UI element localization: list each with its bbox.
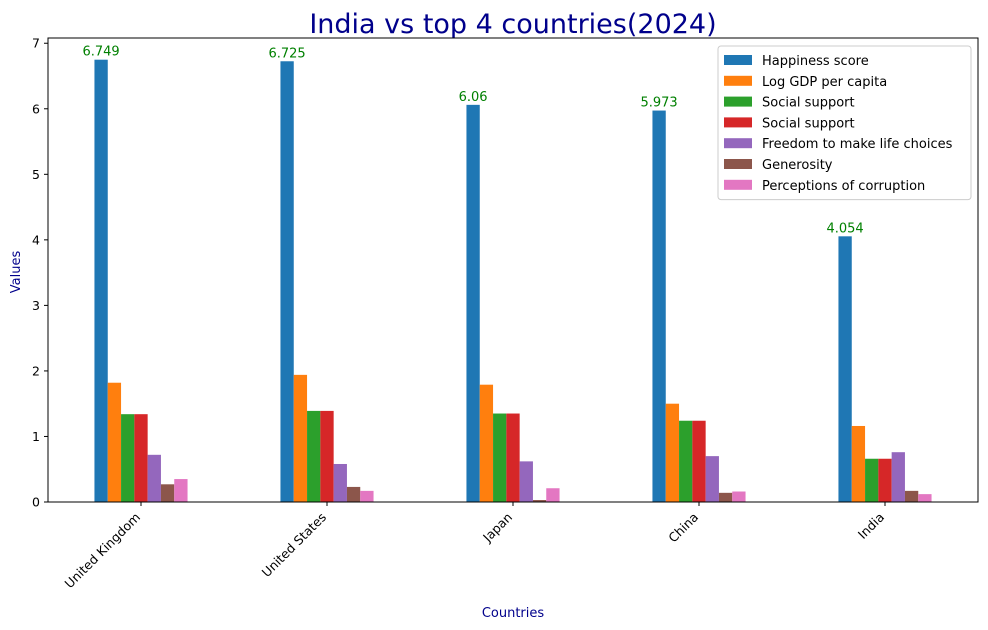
y-tick-label: 2: [32, 363, 40, 378]
legend-label: Social support: [762, 116, 855, 131]
y-tick-label: 1: [32, 429, 40, 444]
bar: [346, 486, 361, 502]
legend-label: Perceptions of corruption: [762, 179, 925, 194]
bar: [174, 479, 188, 502]
data-labels-group: 6.749 6.725 6.06 5.973 4.054: [82, 45, 863, 237]
bar: [147, 454, 161, 502]
x-tick-label: United Kingdom: [62, 510, 144, 592]
y-tick-label: 3: [32, 298, 40, 313]
bar: [466, 104, 480, 502]
bar: [94, 59, 108, 502]
bar: [665, 403, 680, 502]
legend-label: Social support: [762, 96, 855, 111]
bar: [107, 382, 122, 502]
data-label: 5.973: [640, 96, 677, 111]
legend-swatch: [724, 159, 752, 169]
legend-swatch: [724, 55, 752, 65]
bars-group: [94, 59, 932, 503]
bar: [679, 420, 693, 502]
legend-swatch: [724, 96, 752, 107]
plot-frame: [47, 37, 979, 503]
legend-swatch: [724, 117, 752, 128]
data-label: 6.725: [268, 46, 305, 61]
bar: [891, 452, 905, 502]
y-tick-label: 5: [32, 167, 40, 182]
chart-title: India vs top 4 countries(2024): [309, 9, 716, 40]
y-tick-label: 6: [32, 101, 40, 116]
y-axis: 0 1 2 3 4 5 6 7: [32, 36, 48, 510]
x-axis-label: Countries: [482, 606, 545, 621]
bar: [121, 414, 135, 502]
bar: [320, 410, 334, 502]
legend-swatch: [724, 75, 752, 86]
bar: [865, 458, 879, 502]
x-tick-label: United States: [259, 510, 329, 580]
bar: [546, 488, 560, 502]
bar: [851, 425, 866, 502]
bar: [732, 491, 746, 502]
y-tick-label: 4: [32, 232, 40, 247]
bar: [838, 236, 852, 502]
y-tick-label: 7: [32, 36, 40, 51]
x-tick-label: India: [855, 510, 887, 542]
bar: [360, 490, 374, 502]
x-tick-label: Japan: [479, 510, 515, 546]
y-axis-label: Values: [9, 251, 24, 294]
data-label: 6.06: [459, 90, 488, 105]
bar: [904, 490, 919, 502]
data-label: 6.749: [82, 45, 119, 60]
bar: [506, 413, 520, 502]
bar: [280, 61, 294, 503]
legend-label: Log GDP per capita: [762, 75, 887, 90]
x-tick-label: China: [665, 510, 701, 546]
bar: [134, 414, 148, 502]
bar: [652, 110, 666, 502]
bar: [493, 413, 507, 502]
bar: [307, 410, 321, 502]
legend-box: [717, 45, 972, 201]
bar: [532, 500, 547, 502]
bar: [293, 374, 308, 502]
bar: [479, 384, 494, 502]
legend-label: Generosity: [762, 158, 833, 173]
bar: [718, 492, 733, 502]
bar: [519, 461, 533, 502]
bar: [333, 463, 347, 502]
data-label: 4.054: [826, 221, 863, 236]
legend-label: Freedom to make life choices: [762, 137, 953, 152]
legend-label: Happiness score: [762, 54, 869, 69]
bar: [878, 458, 892, 502]
bar: [160, 484, 175, 502]
bar: [705, 456, 719, 502]
y-tick-label: 0: [32, 495, 40, 510]
x-axis: United Kingdom United States Japan China Ind…: [62, 502, 887, 592]
legend: Happiness score Log GDP per capita Social …: [717, 45, 972, 201]
bar: [692, 420, 706, 502]
legend-swatch: [724, 179, 752, 190]
legend-swatch: [724, 138, 752, 149]
bar: [918, 494, 932, 502]
